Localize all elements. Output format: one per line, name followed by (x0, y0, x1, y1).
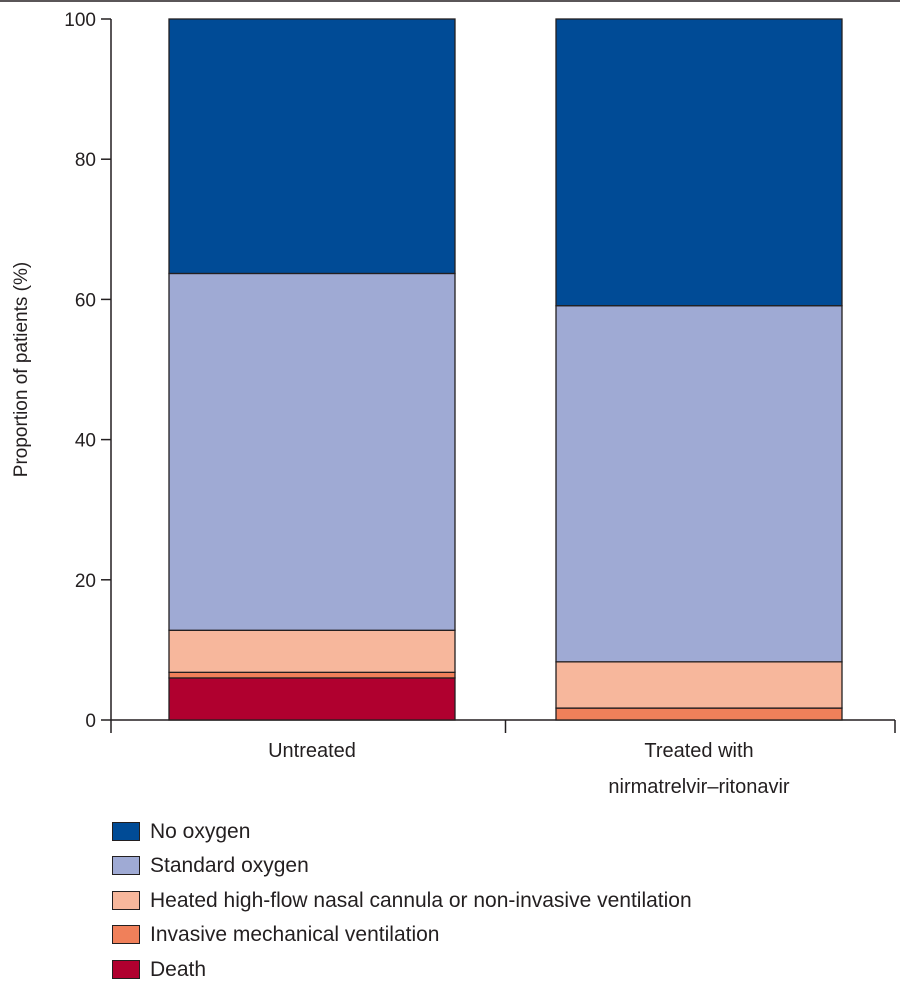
bar-segment-heated-high-flow-nasal-cannula-or-non-invasive-ventilation-1 (168, 629, 456, 673)
x-category-label: nirmatrelvir–ritonavir (608, 776, 789, 798)
legend: No oxygen Standard oxygen Heated high-flow… (112, 814, 692, 987)
legend-item: Invasive mechanical ventilation (112, 918, 692, 953)
legend-swatch (112, 890, 140, 910)
bar-segment-no-oxygen-2 (555, 18, 843, 307)
bar-segment-heated-high-flow-nasal-cannula-or-non-invasive-ventilation-2 (555, 661, 843, 709)
x-category-label: Untreated (268, 740, 356, 762)
legend-swatch (112, 821, 140, 841)
y-tick-label: 60 (75, 290, 96, 311)
legend-item: Heated high-flow nasal cannula or non-in… (112, 883, 692, 918)
legend-label: Invasive mechanical ventilation (150, 923, 440, 947)
legend-label: Heated high-flow nasal cannula or non-in… (150, 888, 692, 912)
bar-segment-standard-oxygen-2 (555, 305, 843, 663)
y-tick-label: 40 (75, 431, 96, 452)
legend-item: Standard oxygen (112, 849, 692, 884)
y-tick-label: 80 (75, 150, 96, 171)
y-axis-title: Proportion of patients (%) (11, 262, 32, 477)
bar-segment-invasive-mechanical-ventilation-2 (555, 707, 843, 721)
bar-segment-invasive-mechanical-ventilation-1 (168, 671, 456, 679)
legend-item: No oxygen (112, 814, 692, 849)
legend-swatch (112, 959, 140, 979)
legend-swatch (112, 856, 140, 876)
y-tick-label: 20 (75, 571, 96, 592)
y-tick-label: 0 (85, 711, 96, 732)
legend-label: No oxygen (150, 819, 251, 843)
bars-layer (168, 18, 843, 721)
x-category-label: Treated with (644, 740, 753, 762)
stacked-bar-chart: 0 20 40 60 80 100 Proportion of patients (%) Un… (0, 0, 900, 798)
labels-layer: 0 20 40 60 80 100 Proportion of patients (%) Un… (11, 10, 790, 798)
legend-swatch (112, 925, 140, 945)
y-tick-label: 100 (64, 10, 96, 31)
legend-item: Death (112, 952, 692, 987)
legend-label: Death (150, 957, 207, 981)
legend-label: Standard oxygen (150, 854, 309, 878)
bar-segment-no-oxygen-1 (168, 18, 456, 275)
bar-segment-death-1 (168, 677, 456, 721)
bar-segment-standard-oxygen-1 (168, 272, 456, 631)
